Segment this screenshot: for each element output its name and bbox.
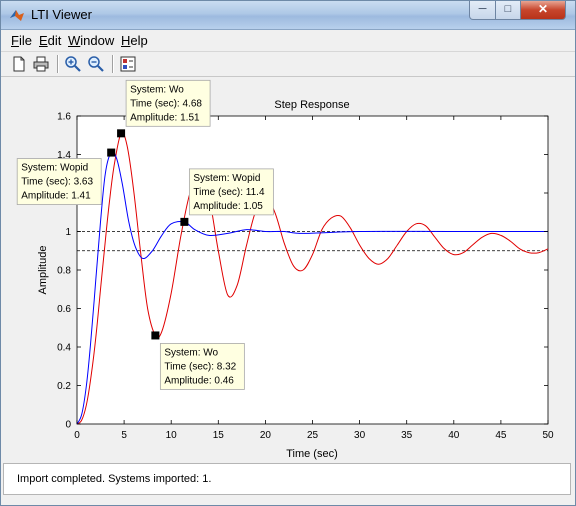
y-tick-label: 1.4 — [57, 150, 71, 161]
x-tick-label: 45 — [495, 430, 507, 441]
datatip-box — [125, 79, 211, 127]
step-response-chart[interactable]: Step Response 0 5 10 15 20 25 30 35 40 45 50 0 0.2 0.… — [1, 77, 575, 463]
datatip-marker[interactable] — [180, 217, 189, 226]
matlab-logo-icon — [10, 10, 24, 21]
toolbar — [1, 51, 575, 77]
y-tick-label: 0.8 — [57, 266, 71, 277]
toolbar-separator — [112, 55, 114, 73]
maximize-button[interactable]: □ — [495, 1, 521, 20]
datatip[interactable]: System: Wo Time (sec): 4.68 Amplitude: 1.5… — [117, 79, 211, 138]
datatip-text: Amplitude: 1.05 — [193, 201, 263, 212]
x-tick-label: 40 — [448, 430, 460, 441]
datatip-marker[interactable] — [117, 129, 126, 138]
menu-file[interactable]: File — [11, 33, 32, 48]
datatip-text: Amplitude: 0.46 — [164, 375, 234, 386]
x-tick-label: 20 — [260, 430, 272, 441]
status-bar: Import completed. Systems imported: 1. — [3, 463, 571, 495]
toolbar-separator — [57, 55, 59, 73]
datatip-marker[interactable] — [107, 148, 116, 157]
datatip-text: Amplitude: 1.51 — [130, 112, 200, 123]
x-tick-label: 0 — [74, 430, 80, 441]
x-tick-label: 50 — [542, 430, 554, 441]
title-bar[interactable]: LTI Viewer ─ □ ✕ — [1, 1, 575, 30]
plot-configurations-icon[interactable] — [119, 55, 137, 73]
x-axis-label: Time (sec) — [286, 448, 338, 460]
x-tick-label: 15 — [213, 430, 225, 441]
print-icon[interactable] — [32, 55, 50, 73]
y-tick-label: 0.4 — [57, 343, 71, 354]
y-axis-label: Amplitude — [37, 246, 49, 295]
y-tick-label: 0.6 — [57, 304, 71, 315]
y-tick-label: 1 — [65, 227, 71, 238]
datatip-text: System: Wopid — [193, 173, 260, 184]
datatip-box — [188, 168, 274, 216]
y-tick-label: 0 — [65, 420, 71, 431]
x-tick-label: 35 — [401, 430, 413, 441]
window-title: LTI Viewer — [31, 7, 92, 22]
maximize-icon: □ — [504, 3, 512, 15]
chart-title: Step Response — [274, 99, 349, 111]
datatip-text: System: Wo — [164, 347, 218, 358]
datatip-box — [159, 343, 245, 390]
datatip-text: System: Wo — [130, 84, 184, 95]
datatip-text: Time (sec): 3.63 — [21, 177, 93, 188]
new-figure-icon[interactable] — [10, 55, 28, 73]
datatip-marker[interactable] — [151, 331, 160, 340]
datatip-text: Time (sec): 8.32 — [164, 361, 236, 372]
zoom-out-icon[interactable] — [87, 55, 105, 73]
menu-window[interactable]: Window — [68, 33, 115, 48]
close-button[interactable]: ✕ — [520, 1, 566, 20]
zoom-in-icon[interactable] — [64, 55, 82, 73]
y-tick-label: 0.2 — [57, 381, 71, 392]
status-message: Import completed. Systems imported: 1. — [17, 473, 212, 485]
datatip-box — [16, 158, 102, 205]
y-tick-label: 1.6 — [57, 112, 71, 123]
plot-area: Step Response 0 5 10 15 20 25 30 35 40 45 50 0 0.2 0.… — [1, 77, 575, 463]
minimize-icon: ─ — [478, 3, 487, 15]
datatip[interactable]: System: Wopid Time (sec): 3.63 Amplitude: … — [16, 148, 116, 205]
minimize-button[interactable]: ─ — [469, 1, 496, 20]
datatip-text: Time (sec): 4.68 — [130, 98, 202, 109]
x-tick-label: 30 — [354, 430, 366, 441]
series-line-wopid[interactable] — [76, 151, 548, 425]
x-tick-label: 5 — [121, 430, 127, 441]
x-tick-label: 25 — [307, 430, 319, 441]
datatip-text: Amplitude: 1.41 — [21, 191, 91, 202]
x-tick-label: 10 — [166, 430, 178, 441]
axes-box — [76, 115, 549, 425]
datatip-text: Time (sec): 11.4 — [193, 187, 265, 198]
close-icon: ✕ — [537, 2, 549, 16]
menu-edit[interactable]: Edit — [39, 33, 62, 48]
menu-bar: File Edit Window Help — [1, 30, 575, 50]
datatip-text: System: Wopid — [21, 163, 88, 174]
datatip[interactable]: System: Wo Time (sec): 8.32 Amplitude: 0.4… — [151, 331, 245, 390]
menu-help[interactable]: Help — [121, 33, 148, 48]
datatip[interactable]: System: Wopid Time (sec): 11.4 Amplitude: … — [180, 168, 274, 226]
